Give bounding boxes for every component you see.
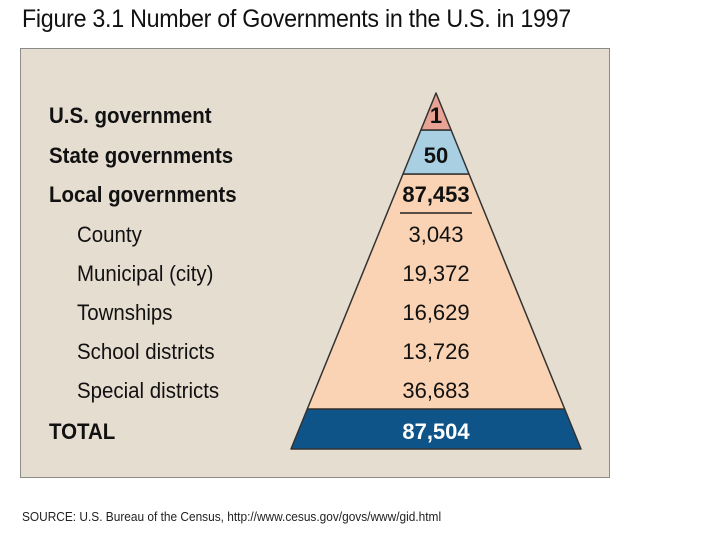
row-value-townships: 16,629 <box>402 300 470 325</box>
row-label-local-governments: Local governments <box>49 182 237 207</box>
row-value-local-governments: 87,453 <box>402 182 470 207</box>
row-value-us-government: 1 <box>429 103 443 128</box>
row-value-special-districts: 36,683 <box>402 378 470 403</box>
row-label-school-districts: School districts <box>77 339 215 364</box>
pyramid-tier-us-government <box>420 92 452 131</box>
row-value-county: 3,043 <box>408 222 464 247</box>
row-label-special-districts: Special districts <box>77 378 220 403</box>
row-value-state-governments: 50 <box>423 143 449 168</box>
row-value-municipal: 19,372 <box>402 261 470 286</box>
row-label-townships: Townships <box>77 300 173 325</box>
row-label-total: TOTAL <box>49 419 116 444</box>
row-label-municipal: Municipal (city) <box>77 261 214 286</box>
pyramid-panel: U.S. government State governments Local … <box>20 48 610 478</box>
row-label-county: County <box>77 222 142 247</box>
row-label-us-government: U.S. government <box>49 103 212 128</box>
row-value-total: 87,504 <box>402 419 470 444</box>
figure-title: Figure 3.1 Number of Governments in the … <box>22 5 571 33</box>
row-value-school-districts: 13,726 <box>402 339 470 364</box>
source-note: SOURCE: U.S. Bureau of the Census, http:… <box>22 510 442 524</box>
row-label-state-governments: State governments <box>49 143 234 168</box>
pyramid-diagram <box>290 92 582 450</box>
pyramid-tier-local <box>306 173 566 410</box>
